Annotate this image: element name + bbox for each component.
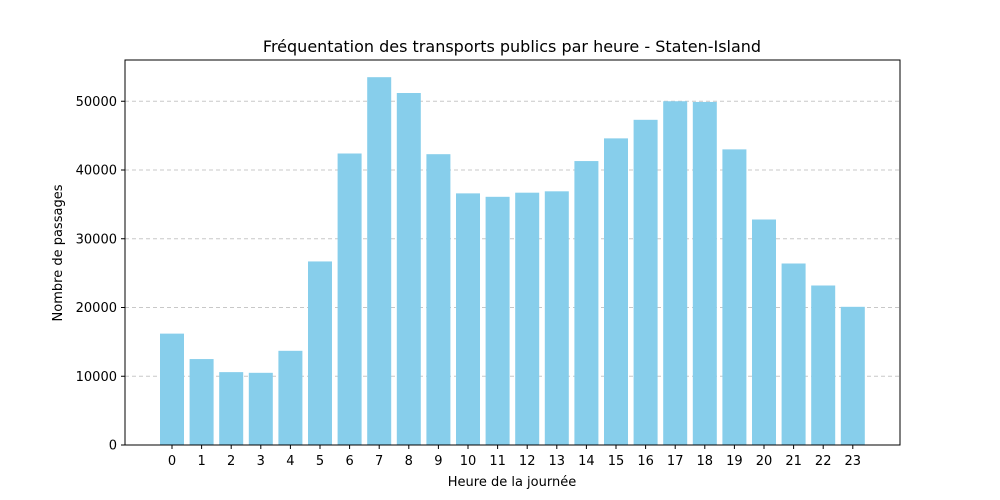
y-tick-label: 50000 — [76, 95, 117, 110]
bar-hour-9 — [426, 154, 451, 445]
bar-hour-4 — [278, 350, 303, 445]
x-tick-label: 23 — [845, 454, 862, 469]
bar-hour-23 — [840, 306, 865, 445]
x-tick-label: 4 — [286, 454, 294, 469]
x-tick-label: 13 — [549, 454, 566, 469]
bar-hour-6 — [337, 153, 362, 445]
x-tick-label: 10 — [460, 454, 477, 469]
bar-hour-2 — [219, 372, 244, 445]
bar-hour-15 — [604, 138, 628, 445]
y-tick-label: 10000 — [76, 370, 117, 385]
x-tick-label: 5 — [316, 454, 324, 469]
bar-hour-22 — [811, 285, 836, 445]
x-tick-label: 3 — [257, 454, 265, 469]
bar-hour-14 — [574, 161, 599, 445]
bar-hour-10 — [456, 193, 480, 445]
y-tick-label: 20000 — [76, 301, 117, 316]
bar-hour-5 — [308, 261, 332, 445]
bar-hour-19 — [722, 149, 747, 445]
y-tick-label: 30000 — [76, 232, 117, 247]
bar-hour-13 — [544, 191, 569, 445]
y-axis-label: Nombre de passages — [51, 184, 66, 321]
x-tick-label: 8 — [405, 454, 413, 469]
x-tick-label: 17 — [667, 454, 684, 469]
bar-hour-3 — [248, 372, 273, 445]
x-tick-label: 11 — [489, 454, 506, 469]
y-axis-ticks: 0 10000 20000 30000 40000 50000 — [76, 95, 125, 454]
x-tick-label: 6 — [345, 454, 353, 469]
bar-hour-20 — [752, 219, 776, 445]
bar-hour-8 — [396, 93, 421, 445]
x-tick-label: 2 — [227, 454, 235, 469]
x-tick-label: 9 — [434, 454, 442, 469]
bar-hour-17 — [663, 101, 688, 445]
bar-hour-11 — [485, 196, 510, 445]
x-tick-label: 19 — [726, 454, 743, 469]
x-tick-label: 15 — [608, 454, 625, 469]
x-tick-label: 21 — [785, 454, 802, 469]
y-tick-label: 0 — [109, 439, 117, 454]
bar-hour-1 — [189, 359, 214, 445]
bars — [160, 77, 865, 445]
x-tick-label: 20 — [756, 454, 773, 469]
y-tick-label: 40000 — [76, 164, 117, 179]
bar-hour-18 — [692, 101, 717, 445]
plot-frame — [124, 59, 901, 446]
x-tick-label: 16 — [637, 454, 654, 469]
x-tick-label: 14 — [578, 454, 595, 469]
bar-hour-7 — [367, 77, 392, 445]
x-tick-label: 18 — [697, 454, 714, 469]
bar-hour-21 — [781, 263, 806, 445]
chart-title: Fréquentation des transports publics par… — [263, 37, 761, 56]
x-axis-ticks: 0 1 2 3 4 5 6 7 8 9 10 11 12 13 14 15 16 17 18 19 20 21 22 23 — [168, 445, 861, 469]
bar-hour-12 — [515, 192, 540, 445]
bar-hour-0 — [160, 333, 184, 445]
x-tick-label: 12 — [519, 454, 536, 469]
x-tick-label: 7 — [375, 454, 383, 469]
x-tick-label: 22 — [815, 454, 832, 469]
bar-hour-16 — [633, 119, 658, 445]
x-tick-label: 0 — [168, 454, 176, 469]
x-axis-label: Heure de la journée — [448, 475, 576, 490]
x-tick-label: 1 — [197, 454, 205, 469]
